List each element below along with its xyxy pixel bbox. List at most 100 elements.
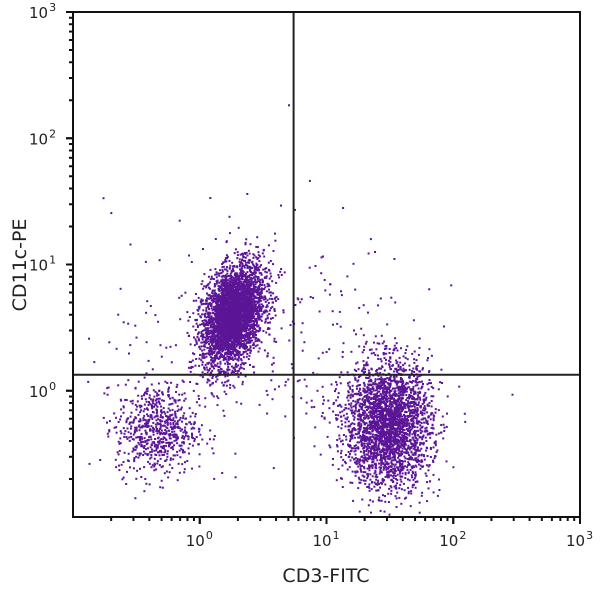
data-points xyxy=(87,104,514,516)
data-point xyxy=(225,275,228,278)
data-point xyxy=(237,226,240,229)
data-point xyxy=(201,341,204,344)
data-point xyxy=(232,299,235,302)
data-point xyxy=(254,340,257,343)
data-point xyxy=(246,303,249,306)
data-point xyxy=(230,295,233,298)
data-point xyxy=(388,348,391,350)
data-point xyxy=(238,297,241,300)
data-point xyxy=(359,428,362,431)
data-point xyxy=(188,360,191,363)
data-point xyxy=(234,336,236,339)
data-point xyxy=(246,271,249,274)
data-point xyxy=(384,475,387,478)
data-point xyxy=(246,349,249,352)
data-point xyxy=(208,303,211,306)
data-point xyxy=(401,444,404,447)
data-point xyxy=(352,434,355,437)
data-point xyxy=(392,459,395,462)
data-point xyxy=(350,423,353,426)
data-point xyxy=(201,336,204,339)
data-point xyxy=(199,348,202,351)
data-point xyxy=(209,339,212,342)
data-point xyxy=(243,252,246,254)
data-point xyxy=(200,298,203,301)
data-point xyxy=(384,483,387,486)
data-point xyxy=(243,333,246,336)
data-point xyxy=(237,313,240,316)
data-point xyxy=(255,303,258,306)
data-point xyxy=(256,278,259,280)
data-point xyxy=(402,355,405,358)
data-point xyxy=(224,322,227,325)
data-point xyxy=(260,272,263,275)
data-point xyxy=(232,276,235,279)
data-point xyxy=(245,251,248,254)
data-point xyxy=(251,304,254,307)
data-point xyxy=(231,283,234,286)
data-point xyxy=(380,408,383,411)
data-point xyxy=(242,290,245,293)
data-point xyxy=(205,319,208,322)
data-point xyxy=(385,403,388,405)
data-point xyxy=(245,326,248,329)
data-point xyxy=(205,310,208,313)
data-point xyxy=(412,478,415,481)
data-point xyxy=(218,272,221,275)
data-point xyxy=(230,351,233,353)
data-point xyxy=(426,403,429,406)
data-point xyxy=(417,413,420,416)
data-point xyxy=(398,449,401,452)
data-point xyxy=(231,356,234,359)
data-point xyxy=(231,286,234,289)
data-point xyxy=(264,318,267,321)
data-point xyxy=(240,325,243,328)
data-point xyxy=(243,283,245,286)
data-point xyxy=(432,417,435,420)
data-point xyxy=(198,357,201,360)
data-point xyxy=(211,343,214,346)
data-point xyxy=(222,298,225,301)
data-point xyxy=(243,319,246,322)
data-point xyxy=(269,260,272,262)
data-point xyxy=(243,311,246,314)
data-point xyxy=(220,302,223,305)
data-point xyxy=(259,255,261,258)
data-point xyxy=(189,381,192,383)
data-point xyxy=(223,372,226,375)
data-point xyxy=(362,456,365,459)
data-point xyxy=(222,342,225,344)
data-point xyxy=(386,475,389,478)
data-point xyxy=(258,318,261,321)
data-point xyxy=(215,357,218,360)
data-point xyxy=(225,307,228,309)
data-point xyxy=(229,356,232,359)
data-point xyxy=(363,442,366,445)
data-point xyxy=(201,356,204,359)
data-point xyxy=(345,412,348,415)
data-point xyxy=(217,293,220,296)
data-point xyxy=(236,273,239,276)
data-point xyxy=(237,275,240,278)
data-point xyxy=(392,471,395,474)
data-point xyxy=(368,371,371,374)
data-point xyxy=(227,275,230,277)
data-point xyxy=(218,350,221,352)
data-point xyxy=(236,329,239,332)
data-point xyxy=(242,289,244,291)
data-point xyxy=(399,468,402,471)
data-point xyxy=(432,461,435,463)
data-point xyxy=(410,465,413,468)
data-point xyxy=(210,362,213,365)
data-point xyxy=(242,293,245,296)
data-point xyxy=(233,297,236,300)
data-point xyxy=(237,288,240,291)
data-point xyxy=(221,303,224,306)
data-point xyxy=(241,333,243,336)
data-point xyxy=(251,277,254,280)
data-point xyxy=(239,299,242,301)
data-point xyxy=(191,366,194,369)
data-point xyxy=(241,340,244,343)
data-point xyxy=(262,288,265,291)
data-point xyxy=(215,353,218,356)
